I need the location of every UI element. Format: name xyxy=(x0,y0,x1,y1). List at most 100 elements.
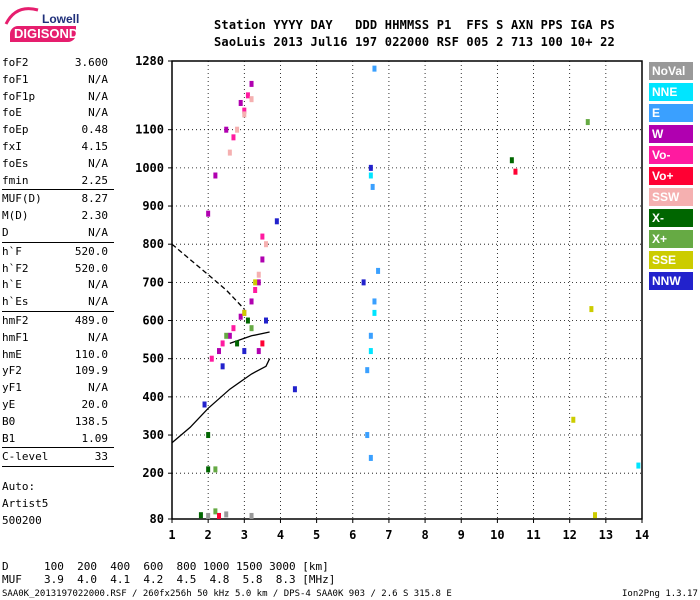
data-point-w xyxy=(256,348,261,355)
footer-file-info: SAA0K_2013197022000.RSF / 260fx256h 50 k… xyxy=(2,589,452,599)
data-point-e xyxy=(365,367,370,374)
logo-swoosh-icon xyxy=(4,7,39,25)
param-separator xyxy=(2,189,114,191)
param-row: foF1p N/A xyxy=(2,90,108,104)
param-name: foF1 xyxy=(2,72,29,86)
param-name: hmF2 xyxy=(2,314,29,327)
param-value: 2.25 xyxy=(81,173,109,187)
param-name: h`E xyxy=(2,278,22,292)
param-name: yE xyxy=(2,398,16,411)
param-separator xyxy=(2,466,114,468)
data-point-ssw xyxy=(242,111,247,118)
param-value: 3.600 xyxy=(74,56,108,69)
param-value: N/A xyxy=(88,226,108,239)
data-point-sse xyxy=(242,309,247,316)
data-point-sse xyxy=(571,416,576,423)
param-row: D N/A xyxy=(2,226,108,240)
param-name: h`F xyxy=(2,244,22,258)
x-tick-label: 4 xyxy=(277,528,284,542)
param-row: h`F2 520.0 xyxy=(2,262,108,276)
data-point-x- xyxy=(206,432,211,439)
y-tick-label: 700 xyxy=(142,275,164,289)
param-value: N/A xyxy=(88,106,108,120)
data-point-vo- xyxy=(209,355,214,362)
param-name: M(D) xyxy=(2,209,29,223)
data-point-nnw xyxy=(202,401,207,408)
data-point-w xyxy=(238,99,243,106)
param-name: foE xyxy=(2,106,22,120)
distance-row-values: 100 200 400 600 800 1000 1500 3000 [km] xyxy=(44,560,329,573)
data-point-noval xyxy=(206,512,211,519)
param-value: N/A xyxy=(88,89,108,103)
data-point-vo- xyxy=(220,340,225,347)
param-value: N/A xyxy=(88,381,108,395)
data-point-e xyxy=(368,332,373,339)
data-point-nnw xyxy=(368,164,373,171)
param-row: hmE 110.0 xyxy=(2,348,108,362)
param-row: M(D) 2.30 xyxy=(2,209,108,223)
legend-item: NoVal xyxy=(649,62,693,80)
param-row: C-level 33 xyxy=(2,450,108,464)
data-point-w xyxy=(217,348,221,355)
data-point-e xyxy=(365,432,370,439)
param-name: fxI xyxy=(2,140,22,153)
y-tick-label: 200 xyxy=(142,466,164,480)
param-value: N/A xyxy=(88,330,108,344)
param-value: N/A xyxy=(88,72,108,86)
x-tick-label: 13 xyxy=(599,528,613,542)
digisonde-logo: Lowell DIGISONDE xyxy=(4,4,112,44)
param-value: 1.09 xyxy=(81,431,109,445)
artist-label: Artist5 xyxy=(2,497,49,510)
y-tick-label: 1000 xyxy=(135,161,164,175)
param-row: h`F 520.0 xyxy=(2,245,108,259)
param-row: hmF1 N/A xyxy=(2,331,108,345)
distance-row-label: D xyxy=(2,560,9,573)
param-row: h`E N/A xyxy=(2,278,108,292)
param-value: N/A xyxy=(88,295,108,309)
param-row: foE N/A xyxy=(2,106,108,120)
muf-row-label: MUF xyxy=(2,573,22,586)
param-row: hmF2 489.0 xyxy=(2,314,108,328)
legend-item: W xyxy=(649,125,693,143)
footer-software-version: Ion2Png 1.3.17 xyxy=(622,589,698,599)
logo-brand-top: Lowell xyxy=(42,12,80,26)
param-name: fmin xyxy=(2,173,29,187)
param-value: 138.5 xyxy=(74,414,108,428)
data-point-e xyxy=(372,65,377,72)
data-point-ssw xyxy=(227,149,232,156)
data-point-w xyxy=(249,80,254,87)
param-value: 2.30 xyxy=(81,209,109,223)
data-point-ssw xyxy=(264,241,268,248)
data-point-nnw xyxy=(292,386,297,393)
param-row: fmin 2.25 xyxy=(2,174,108,188)
data-point-x- xyxy=(206,466,211,473)
data-point-x- xyxy=(213,466,218,473)
x-tick-label: 7 xyxy=(385,528,392,542)
param-name: foEs xyxy=(2,156,29,170)
legend-item: E xyxy=(649,104,693,122)
y-tick-label: 300 xyxy=(142,428,164,442)
param-value: 109.9 xyxy=(74,364,108,378)
data-point-nne xyxy=(368,172,373,179)
muf-row-values: 3.9 4.0 4.1 4.2 4.5 4.8 5.8 8.3 [MHz] xyxy=(44,573,336,586)
param-name: foEp xyxy=(2,123,29,137)
data-point-vo- xyxy=(253,287,258,293)
param-name: yF1 xyxy=(2,381,22,395)
param-name: yF2 xyxy=(2,364,22,378)
param-name: hmF1 xyxy=(2,330,29,344)
param-name: D xyxy=(2,226,9,239)
data-point-vo- xyxy=(260,233,265,240)
y-tick-label: 80 xyxy=(150,512,164,526)
param-row: h`Es N/A xyxy=(2,295,108,309)
parameter-panel: foF2 3.600 foF1 N/A foF1p N/A foE N/A foEp 0.48 fx… xyxy=(2,56,114,536)
param-row: yE 20.0 xyxy=(2,398,108,412)
data-point-noval xyxy=(249,512,254,519)
data-point-vo- xyxy=(513,168,518,175)
data-point-sse xyxy=(593,512,597,519)
y-tick-label: 400 xyxy=(142,390,164,404)
data-point-vo- xyxy=(231,134,236,141)
data-point-e xyxy=(372,298,377,305)
x-tick-label: 10 xyxy=(490,528,504,542)
profile-curve xyxy=(171,358,271,444)
